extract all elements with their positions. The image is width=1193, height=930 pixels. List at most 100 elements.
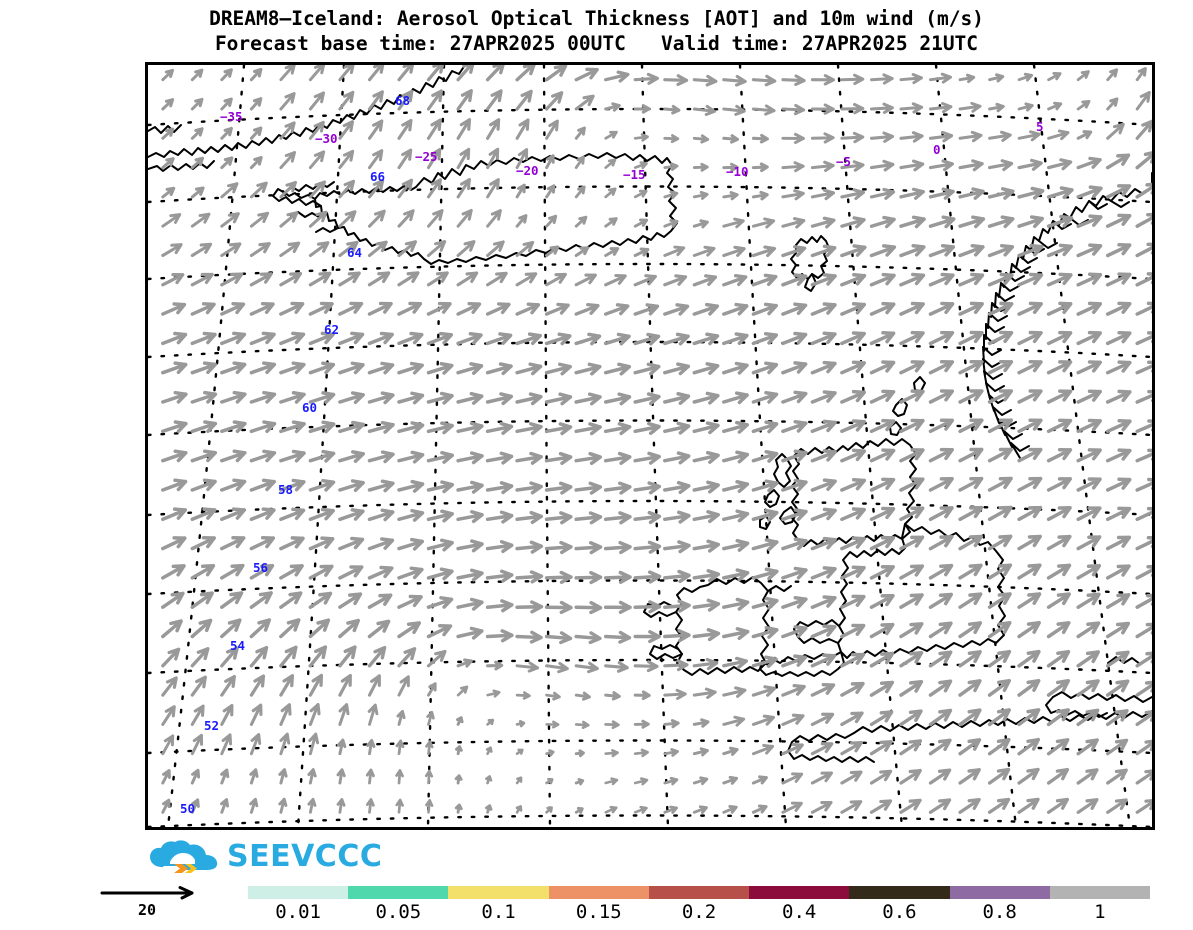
lon-label-m20: −20 bbox=[516, 163, 539, 178]
wind-arrow bbox=[573, 450, 603, 468]
lat-label-62: 62 bbox=[324, 322, 340, 337]
wind-arrow bbox=[1015, 326, 1045, 350]
wind-arrow bbox=[247, 124, 265, 143]
wind-arrow bbox=[307, 475, 337, 497]
aot-colorbar[interactable] bbox=[248, 886, 1150, 899]
wind-arrow bbox=[1074, 297, 1105, 321]
wind-arrow bbox=[867, 473, 898, 497]
wind-arrow bbox=[304, 701, 324, 728]
wind-arrow bbox=[1074, 794, 1101, 818]
wind-arrow bbox=[867, 676, 897, 702]
wind-arrow bbox=[955, 530, 986, 555]
wind-arrow bbox=[1074, 97, 1093, 113]
wind-arrow bbox=[1074, 444, 1104, 467]
wind-arrow bbox=[424, 267, 452, 291]
wind-arrow bbox=[543, 390, 574, 409]
wind-arrow bbox=[157, 615, 186, 642]
coastline-ireland bbox=[675, 576, 770, 676]
wind-arrow bbox=[1074, 414, 1104, 438]
wind-arrow bbox=[809, 241, 838, 262]
colorbar-band-4 bbox=[648, 886, 750, 899]
wind-arrow bbox=[425, 593, 455, 614]
wind-arrow bbox=[869, 72, 894, 86]
colorbar-tick-0.15: 0.15 bbox=[575, 901, 622, 923]
wind-arrow bbox=[604, 720, 620, 730]
wind-arrow bbox=[454, 359, 485, 380]
wind-arrow bbox=[515, 600, 544, 614]
map-canvas bbox=[148, 65, 1152, 827]
wind-arrow bbox=[928, 71, 953, 86]
wind-arrow bbox=[335, 65, 359, 84]
wind-arrow bbox=[1103, 617, 1133, 643]
wind-arrow bbox=[336, 476, 367, 497]
wind-arrow bbox=[247, 475, 278, 497]
wind-arrow bbox=[1044, 646, 1073, 672]
wind-arrow bbox=[663, 688, 687, 701]
wind-arrow bbox=[987, 157, 1014, 174]
wind-arrow bbox=[838, 444, 868, 467]
wind-arrow bbox=[188, 183, 207, 201]
wind-arrow bbox=[838, 415, 868, 438]
wind-arrow bbox=[1074, 559, 1104, 584]
wind-arrow bbox=[750, 594, 780, 614]
wind-arrow bbox=[810, 132, 835, 144]
wind-arrow bbox=[305, 88, 329, 114]
wind-arrow bbox=[808, 533, 839, 555]
wind-arrow bbox=[484, 745, 494, 757]
wind-arrow bbox=[246, 731, 265, 757]
wind-arrow bbox=[544, 480, 574, 497]
wind-arrow bbox=[692, 656, 719, 672]
wind-arrow bbox=[691, 774, 710, 788]
wind-arrow bbox=[750, 652, 780, 673]
wind-arrow bbox=[661, 242, 687, 261]
wind-arrow bbox=[159, 446, 190, 468]
wind-arrow bbox=[424, 798, 434, 814]
wind-arrow bbox=[896, 765, 925, 789]
wind-arrow bbox=[336, 358, 367, 380]
wind-arrow bbox=[573, 360, 603, 380]
wind-arrow bbox=[306, 237, 332, 261]
wind-arrow bbox=[1103, 385, 1134, 409]
wind-arrow bbox=[366, 358, 396, 380]
colorbar-band-3 bbox=[548, 886, 649, 899]
wind-arrow bbox=[690, 299, 721, 321]
wind-arrow bbox=[364, 768, 376, 785]
wind-arrow bbox=[1132, 116, 1152, 143]
wind-arrow bbox=[514, 480, 544, 497]
wind-arrow bbox=[483, 298, 513, 321]
wind-arrow bbox=[691, 478, 721, 497]
wind-arrow bbox=[926, 794, 954, 818]
wind-arrow bbox=[396, 418, 426, 438]
wind-arrow bbox=[188, 475, 219, 497]
wind-arrow bbox=[275, 701, 295, 728]
wind-arrow bbox=[1074, 239, 1105, 262]
wind-arrow bbox=[692, 746, 710, 759]
wind-arrow bbox=[867, 647, 897, 672]
wind-arrow bbox=[393, 644, 420, 671]
wind-arrow bbox=[364, 146, 387, 172]
map-panel[interactable]: 68 66 64 62 60 58 56 54 52 50 −35 −30 −25 −20 −15 −10 −5… bbox=[145, 62, 1155, 830]
lat-label-50: 50 bbox=[180, 801, 196, 816]
wind-arrow bbox=[867, 356, 898, 379]
wind-arrow bbox=[692, 103, 717, 117]
wind-arrow bbox=[632, 187, 649, 201]
wind-arrow bbox=[395, 535, 426, 556]
wind-arrow bbox=[602, 329, 633, 350]
wind-arrow bbox=[663, 718, 680, 730]
wind-arrow bbox=[364, 65, 389, 85]
seevccc-logo[interactable]: SEEVCCC bbox=[148, 838, 382, 876]
wind-arrow bbox=[633, 690, 651, 701]
wind-arrow bbox=[218, 475, 249, 497]
wind-arrow bbox=[574, 540, 603, 556]
wind-arrow bbox=[424, 769, 434, 785]
wind-arrow bbox=[691, 597, 721, 614]
wind-arrow bbox=[247, 268, 275, 291]
wind-arrow bbox=[573, 776, 585, 787]
wind-arrow bbox=[1103, 327, 1134, 350]
wind-arrow bbox=[1044, 414, 1075, 438]
wind-arrow bbox=[662, 449, 692, 468]
wind-arrow bbox=[691, 626, 721, 644]
wind-arrow bbox=[692, 133, 710, 145]
wind-arrow bbox=[275, 614, 304, 642]
wind-arrow bbox=[1014, 675, 1044, 701]
